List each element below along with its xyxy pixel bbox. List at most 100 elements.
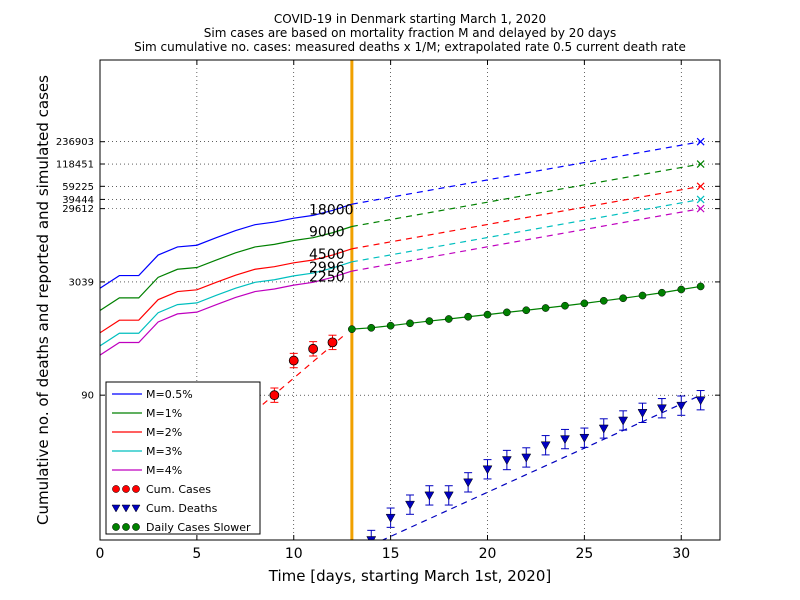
y-tick-label: 3039 [69, 277, 94, 288]
legend-label: M=4% [146, 464, 182, 477]
series-end-marker-0 [696, 137, 705, 146]
series-line-1 [100, 225, 353, 312]
legend-label: M=1% [146, 407, 182, 420]
x-tick-label: 20 [479, 546, 497, 562]
cum-deaths-point [695, 396, 706, 406]
cum-deaths-fit-line [381, 394, 701, 540]
legend-label: M=2% [146, 426, 182, 439]
legend-marker [112, 523, 120, 531]
daily-slower-point [464, 312, 472, 321]
series-extrapolation-0 [351, 141, 701, 205]
series-end-marker-2 [696, 182, 705, 191]
y-tick-label: 118451 [56, 160, 94, 171]
series-end-marker-4 [696, 204, 705, 213]
y-tick-label: 59225 [62, 182, 94, 193]
cum-cases-point [308, 343, 319, 354]
title-line: Sim cumulative no. cases: measured death… [134, 40, 686, 54]
legend-marker [112, 485, 120, 493]
series-end-marker-1 [696, 160, 705, 168]
cum-deaths-point [656, 404, 667, 414]
cum-deaths-point [405, 500, 415, 510]
daily-slower-point [444, 315, 453, 323]
series-extrapolation-2 [351, 185, 701, 250]
daily-slower-point [677, 285, 686, 294]
daily-slower-point [522, 306, 531, 315]
series-end-label-2: 4500 [309, 247, 345, 263]
daily-slower-point [483, 310, 492, 319]
cum-deaths-point [385, 513, 396, 523]
x-tick-label: 25 [575, 546, 593, 562]
daily-slower-point [541, 304, 550, 312]
legend-marker [132, 485, 140, 493]
legend-marker [122, 523, 130, 531]
y-tick-label: 90 [81, 391, 94, 402]
legend-label: M=0.5% [146, 388, 193, 401]
x-tick-label: 0 [96, 546, 105, 562]
legend-marker [131, 504, 141, 513]
y-tick-label: 39444 [62, 195, 94, 206]
series-line-3 [100, 261, 353, 347]
daily-slower-point [367, 323, 376, 332]
daily-slower-point [658, 288, 666, 297]
cum-deaths-point [366, 536, 377, 540]
y-tick-label: 29612 [62, 204, 94, 215]
daily-slower-point [503, 308, 511, 317]
cum-deaths-point [463, 478, 474, 488]
cum-deaths-point [540, 441, 551, 451]
x-tick-label: 30 [672, 546, 690, 562]
legend-marker [111, 504, 121, 513]
daily-slower-point [580, 299, 589, 308]
series-layer [100, 60, 705, 540]
daily-slower-point [561, 301, 569, 310]
daily-slower-point [638, 291, 647, 300]
cum-deaths-point [579, 433, 590, 443]
x-tick-label: 5 [192, 546, 201, 562]
plot-frame [99, 59, 721, 541]
x-axis-label: Time [days, starting March 1st, 2020] [268, 567, 551, 585]
daily-slower-point [406, 319, 414, 328]
series-end-label-3: 2996 [309, 260, 345, 276]
cum-deaths-point [424, 491, 435, 501]
legend-box [105, 381, 261, 535]
series-end-marker-3 [696, 195, 705, 204]
legend-label: Cum. Deaths [146, 502, 218, 515]
y-tick-label: 236903 [56, 137, 94, 148]
legend-label: Daily Cases Slower [146, 521, 251, 534]
series-line-0 [100, 203, 353, 289]
cum-deaths-point [521, 453, 532, 463]
cum-deaths-point [676, 401, 687, 411]
cum-deaths-point [443, 491, 454, 501]
cum-deaths-point [618, 416, 629, 426]
series-end-label-1: 9000 [309, 225, 345, 241]
legend-label: Cum. Cases [146, 483, 211, 496]
cum-cases-point [288, 355, 299, 366]
daily-slower-point [696, 282, 705, 291]
series-line-2 [100, 248, 353, 334]
title-line: Sim cases are based on mortality fractio… [204, 26, 616, 40]
daily-slower-point [348, 325, 356, 334]
cum-deaths-point [637, 409, 648, 418]
y-axis-label: Cumulative no. of deaths and reported an… [34, 75, 52, 525]
series-end-label-0: 18000 [309, 202, 354, 218]
daily-slower-point [386, 321, 395, 330]
legend-label: M=3% [146, 445, 182, 458]
legend: M=0.5% M=1% M=2% M=3% M=4% Cum. Cases Cum. Dea… [105, 381, 261, 535]
legend-marker [132, 523, 140, 531]
x-tick-label: 10 [285, 546, 303, 562]
cum-deaths-point [560, 435, 570, 445]
series-extrapolation-1 [351, 163, 701, 228]
daily-slower-point [619, 294, 627, 303]
daily-slower-point [599, 296, 608, 305]
cum-cases-point [327, 337, 338, 348]
cum-cases-point [269, 390, 280, 401]
cum-deaths-point [598, 424, 609, 434]
series-end-label-4: 2250 [309, 269, 345, 285]
series-extrapolation-4 [351, 208, 701, 272]
chart-title: COVID-19 in Denmark starting March 1, 20… [134, 12, 686, 54]
series-line-4 [100, 270, 353, 356]
cum-deaths-point [482, 465, 493, 475]
cum-deaths-point [501, 456, 512, 466]
